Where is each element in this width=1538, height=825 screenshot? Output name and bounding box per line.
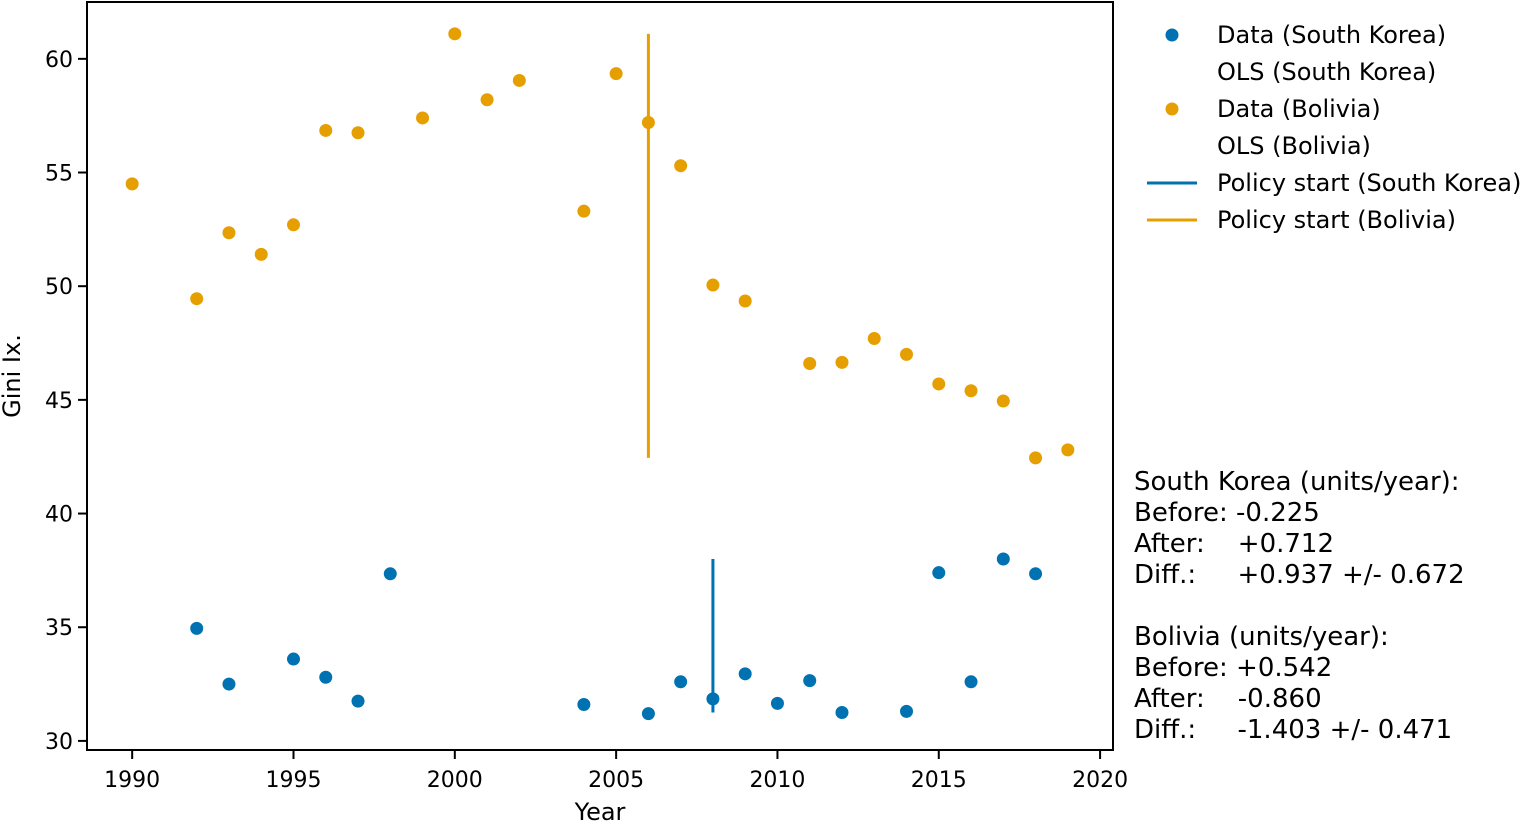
data-point (964, 384, 978, 398)
data-point (383, 567, 397, 581)
data-point (480, 93, 494, 107)
stats-line: Bolivia (units/year): (1134, 622, 1389, 652)
data-point (867, 331, 881, 345)
data-point (932, 377, 946, 391)
data-point (932, 566, 946, 580)
series-1 (125, 27, 1075, 465)
legend-marker (1165, 28, 1179, 42)
series-0 (190, 552, 1043, 721)
data-point (996, 394, 1010, 408)
data-point (706, 278, 720, 292)
data-point (835, 705, 849, 719)
data-point (319, 123, 333, 137)
legend-label: OLS (South Korea) (1217, 58, 1436, 86)
stats-line: South Korea (units/year): (1134, 467, 1460, 497)
x-axis-label: Year (574, 798, 626, 825)
y-tick-label: 55 (45, 162, 73, 187)
data-point (609, 67, 623, 81)
stats-line: Diff.: +0.937 +/- 0.672 (1134, 560, 1465, 590)
stats-line: Before: +0.542 (1134, 653, 1332, 683)
data-point (706, 692, 720, 706)
data-point (803, 356, 817, 370)
x-tick-label: 1990 (104, 768, 160, 793)
x-tick-label: 2015 (911, 768, 967, 793)
legend: Data (South Korea) OLS (South Korea) Data … (1147, 21, 1521, 234)
data-point (190, 621, 204, 635)
y-tick-label: 45 (45, 389, 73, 414)
data-point (900, 704, 914, 718)
x-tick-label: 2000 (427, 768, 483, 793)
x-tick-label: 2020 (1072, 768, 1128, 793)
legend-item: Data (Bolivia) (1165, 95, 1381, 123)
data-point (512, 73, 526, 87)
data-point (674, 675, 688, 689)
stats-annotation: South Korea (units/year):Before: -0.225A… (1134, 467, 1465, 745)
data-point (351, 694, 365, 708)
legend-item: Policy start (South Korea) (1147, 169, 1521, 197)
data-point (1029, 567, 1043, 581)
data-point (190, 292, 204, 306)
stats-line: After: +0.712 (1134, 529, 1334, 559)
data-point (835, 355, 849, 369)
legend-item: OLS (South Korea) (1217, 58, 1436, 86)
data-point (286, 652, 300, 666)
data-point (1029, 451, 1043, 465)
data-point (416, 111, 430, 125)
data-point (577, 204, 591, 218)
data-point (738, 667, 752, 681)
data-point (803, 674, 817, 688)
legend-item: Policy start (Bolivia) (1147, 206, 1456, 234)
y-tick-label: 30 (45, 730, 73, 755)
data-point (1061, 443, 1075, 457)
legend-label: Data (Bolivia) (1217, 95, 1381, 123)
data-point (674, 159, 688, 173)
legend-label: Policy start (Bolivia) (1217, 206, 1456, 234)
legend-item: OLS (Bolivia) (1217, 132, 1371, 160)
data-point (964, 675, 978, 689)
data-point (900, 347, 914, 361)
y-axis-label: Gini Ix. (0, 334, 26, 418)
x-axis-ticks: 1990 1995 2000 2005 2010 2015 2020 (104, 750, 1128, 793)
y-tick-label: 35 (45, 616, 73, 641)
data-point (319, 670, 333, 684)
y-axis-ticks: 30 35 40 45 50 55 60 (45, 48, 87, 755)
stats-line: Before: -0.225 (1134, 498, 1320, 528)
stats-line: After: -0.860 (1134, 684, 1322, 714)
y-tick-label: 40 (45, 503, 73, 528)
data-point (448, 27, 462, 41)
data-point (770, 696, 784, 710)
data-point (125, 177, 139, 191)
y-tick-label: 50 (45, 275, 73, 300)
x-tick-label: 2005 (588, 768, 644, 793)
legend-marker (1165, 102, 1179, 116)
data-point (222, 226, 236, 240)
legend-label: Policy start (South Korea) (1217, 169, 1521, 197)
data-point (254, 247, 268, 261)
legend-label: Data (South Korea) (1217, 21, 1446, 49)
data-point (351, 126, 365, 140)
data-point (738, 294, 752, 308)
legend-item: Data (South Korea) (1165, 21, 1446, 49)
stats-line: Diff.: -1.403 +/- 0.471 (1134, 715, 1452, 745)
data-point (641, 115, 655, 129)
y-tick-label: 60 (45, 48, 73, 73)
data-point (996, 552, 1010, 566)
data-point (286, 218, 300, 232)
legend-label: OLS (Bolivia) (1217, 132, 1371, 160)
x-tick-label: 2010 (749, 768, 805, 793)
data-point (222, 677, 236, 691)
x-tick-label: 1995 (265, 768, 321, 793)
plot-area (125, 27, 1075, 721)
data-point (641, 707, 655, 721)
axes-frame (86, 1, 1114, 751)
data-point (577, 698, 591, 712)
